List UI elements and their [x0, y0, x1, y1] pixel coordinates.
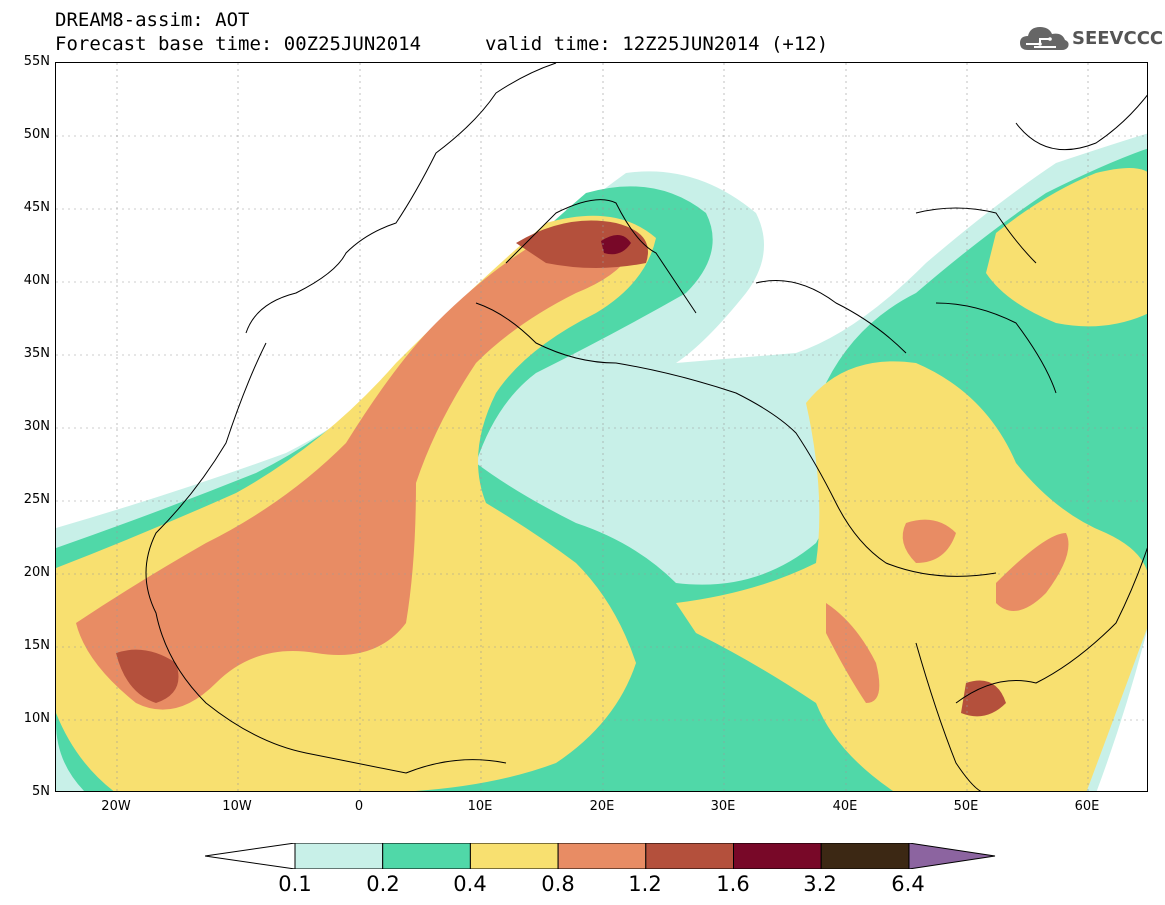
- colorbar-label: 1.6: [716, 872, 750, 896]
- lat-label: 10N: [23, 711, 50, 726]
- colorbar-label: 1.2: [628, 872, 662, 896]
- colorbar-label: 6.4: [891, 872, 925, 896]
- colorbar-bin: [733, 843, 822, 869]
- colorbar-label: 3.2: [803, 872, 837, 896]
- graticule: [56, 63, 1147, 791]
- lat-label: 45N: [23, 200, 50, 215]
- lon-label: 20E: [589, 799, 615, 814]
- lat-label: 40N: [23, 273, 50, 288]
- colorbar-label: 0.8: [541, 872, 575, 896]
- map-title: DREAM8-assim: AOT: [55, 9, 250, 31]
- colorbar-label: 0.2: [366, 872, 400, 896]
- colorbar-bin: [382, 843, 471, 869]
- colorbar-bin: [820, 843, 910, 869]
- lon-label: 30E: [710, 799, 736, 814]
- lon-label: 60E: [1074, 799, 1100, 814]
- seevccc-logo: SEEVCCC: [1018, 22, 1163, 58]
- colorbar-bin: [645, 843, 734, 869]
- aot-colorbar: [205, 843, 996, 869]
- lon-label: 10E: [467, 799, 493, 814]
- lon-label: 50E: [953, 799, 979, 814]
- lat-label: 15N: [23, 638, 50, 653]
- valid-time-label: valid time: 12Z25JUN2014 (+12): [485, 33, 829, 55]
- colorbar-label: 0.4: [453, 872, 487, 896]
- colorbar-label: 0.1: [278, 872, 312, 896]
- lon-label: 40E: [832, 799, 858, 814]
- colorbar-bin: [469, 843, 559, 869]
- lon-label: 10W: [222, 799, 252, 814]
- lat-label: 30N: [23, 419, 50, 434]
- colorbar-low-arrow: [205, 843, 296, 869]
- lat-label: 35N: [23, 346, 50, 361]
- lon-label: 20W: [101, 799, 131, 814]
- colorbar-high-arrow: [908, 843, 996, 869]
- lat-label: 55N: [23, 54, 50, 69]
- cloud-icon: [1020, 27, 1069, 50]
- colorbar-bin: [294, 843, 384, 869]
- aot-map: [55, 62, 1148, 792]
- map-canvas: [56, 63, 1147, 791]
- lon-label: 0: [354, 799, 364, 814]
- lat-label: 5N: [32, 784, 50, 799]
- colorbar-bin: [557, 843, 647, 869]
- coastlines: [145, 63, 1147, 791]
- lat-label: 20N: [23, 565, 50, 580]
- aot-field: [56, 133, 1147, 791]
- lat-label: 50N: [23, 127, 50, 142]
- logo-text: SEEVCCC: [1072, 28, 1164, 49]
- base-time-label: Forecast base time: 00Z25JUN2014: [55, 33, 422, 55]
- lat-label: 25N: [23, 492, 50, 507]
